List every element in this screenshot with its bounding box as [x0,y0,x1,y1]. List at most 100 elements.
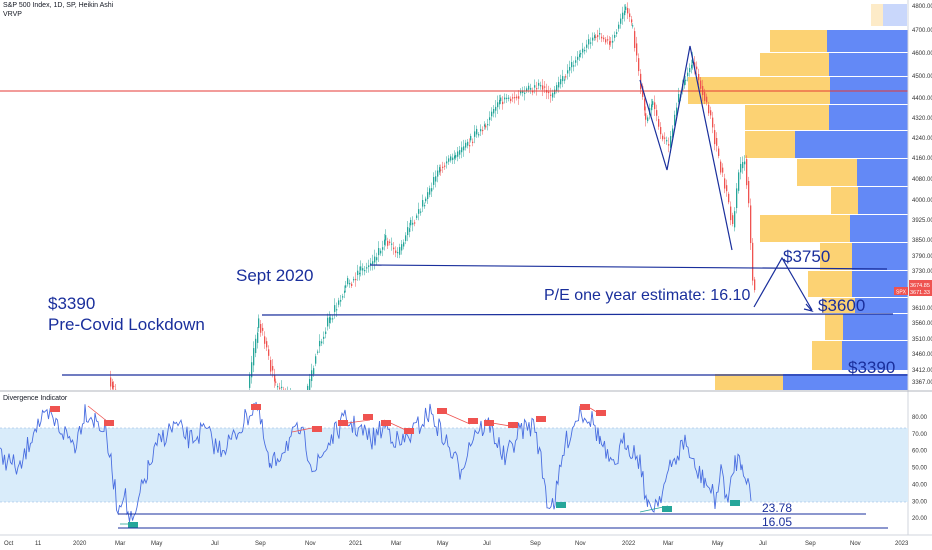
candle [716,138,718,146]
vp-bar-up [842,341,908,370]
candle [588,39,590,45]
price-tick-label: 4320.00 [912,116,932,122]
oscillator-axis: 20.00 30.00 40.00 50.00 60.00 70.00 80.00 [912,415,928,522]
vp-bar-up [852,243,908,270]
candle [516,96,518,99]
candle [748,181,750,204]
candle [407,227,409,236]
candle [668,144,670,146]
bear-tag [338,420,348,426]
oscillator-line [0,401,752,522]
bear-tag [381,420,391,426]
candle [323,336,325,339]
candle [418,209,420,214]
last-price-tag [909,280,932,296]
vp-bar-down [822,298,855,313]
vp-bar-up [783,374,908,390]
candle [327,317,329,327]
candle [534,85,536,88]
candle [437,170,439,177]
candle [744,161,746,165]
candle [435,176,437,182]
candle [634,31,636,49]
candle [594,35,596,39]
candle [484,124,486,127]
candle [631,19,633,23]
candle [272,365,274,371]
candle [425,198,427,202]
candles [110,2,756,390]
candle [309,378,311,390]
candle [351,283,353,286]
bear-tag [536,416,546,422]
vp-box-blue [883,4,907,26]
candle [452,157,454,161]
label-3750: $3750 [783,247,830,266]
time-tick-label: Sep [255,541,266,547]
price-axis[interactable] [908,0,932,390]
price-tick-label: 3850.00 [912,238,932,244]
candle [560,79,562,85]
candle [497,102,499,108]
candle [579,54,581,58]
candle [313,368,315,375]
candle [620,18,622,24]
last-price: 3674.85 [910,283,930,289]
candle [734,211,736,228]
candle [605,39,607,43]
candle [399,247,401,255]
candle [592,37,594,41]
candle [567,70,569,74]
time-tick-label: Mar [663,541,673,547]
price-tick-label: 4240.00 [912,136,932,142]
candle [360,266,362,271]
candle [651,104,653,111]
time-axis[interactable]: Oct 11 2020 Mar May Jul Sep Nov 2021 Mar May Jul Sep… [4,541,909,547]
candle [554,89,556,95]
candle [424,205,426,207]
label-3390: $3390 [848,358,895,377]
candle [632,25,634,27]
candle [270,360,272,372]
candle [384,239,386,245]
bull-tag [128,522,138,528]
candle [342,296,344,298]
candle [495,106,497,111]
vp-bar-down [760,53,829,76]
candle [366,267,368,269]
vp-bar-up [795,131,908,158]
candle [487,124,489,126]
candle [710,110,712,116]
candle [625,6,627,11]
candle [344,290,346,293]
candle [444,165,446,167]
candle [279,387,281,389]
price-pane [0,0,908,390]
candle [110,377,112,387]
candle [599,32,601,35]
candle [315,356,317,364]
bull-tag [662,506,672,512]
candle [416,215,418,218]
candle [624,10,626,16]
candle [754,279,756,291]
price-tick-label: 3730.00 [912,269,932,275]
candle [307,385,309,390]
candle [349,283,351,285]
time-tick-label: Sep [805,541,816,547]
candle [336,309,338,311]
candle [728,193,730,203]
candle [446,161,448,164]
candle [540,85,542,87]
candle [654,102,656,110]
time-tick-label: 2021 [349,541,363,547]
candle [467,141,469,146]
candle [573,65,575,67]
candle [401,244,403,251]
candle [714,130,716,145]
label-3600: $3600 [818,296,865,315]
osc-label-23: 23.78 [762,501,792,515]
candle [347,278,349,285]
candle [736,188,738,209]
candle [536,88,538,90]
